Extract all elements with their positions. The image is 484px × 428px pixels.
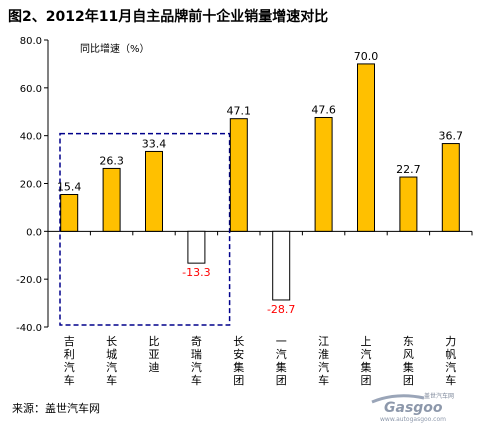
y-tick-label: -20.0 [16,275,42,286]
x-tick-label: 吉利汽车 [64,335,75,387]
bar [314,116,333,232]
bar [60,194,79,232]
data-label: 26.3 [99,154,124,167]
data-label: 36.7 [439,130,464,143]
bar [187,230,206,264]
svg-text:www.autogasgoo.com: www.autogasgoo.com [380,416,446,423]
data-label: 22.7 [396,163,421,176]
data-label: 47.6 [311,103,336,116]
source-note: 来源：盖世汽车网 [12,402,100,415]
bar [441,143,460,232]
data-label: -28.7 [267,303,295,316]
bar [229,118,248,232]
data-label: 33.4 [142,137,167,150]
y-tick-label: 0.0 [26,227,42,238]
x-tick-label: 长安集团 [233,335,244,387]
bar [145,150,163,232]
svg-text:Gasgoo: Gasgoo [384,400,443,416]
y-tick-label: 80.0 [20,36,42,47]
chart-title: 图2、2012年11月自主品牌前十企业销量增速对比 [8,9,329,25]
bar [102,167,121,232]
x-tick-label: 长城汽车 [106,335,117,387]
data-label: 70.0 [354,50,379,63]
data-label: 15.4 [57,181,82,194]
y-tick-label: 40.0 [20,132,42,143]
data-label: 47.1 [227,105,252,118]
bar [399,176,418,232]
category-labels: 吉利汽车 长城汽车 比亚迪 奇瑞汽车 长安集团 一汽集团 江淮汽车 上汽集团 东风集团 力帆汽车 [64,335,457,387]
x-tick-label: 一汽集团 [276,335,287,387]
x-tick-label: 力帆汽车 [445,335,456,387]
data-label: -13.3 [182,266,210,279]
y-tick-label: 60.0 [20,84,42,95]
y-tick-label: 20.0 [20,180,42,191]
bar [272,230,291,301]
gasgoo-logo: 盖世汽车网 Gasgoo www.autogasgoo.com [371,392,454,423]
x-tick-label: 东风集团 [403,335,414,387]
value-labels: 15.4 26.3 33.4 -13.3 47.1 -28.7 47.6 70.0 22.7 36… [57,50,463,316]
bar [357,63,375,232]
x-tick-label: 江淮汽车 [318,335,329,387]
svg-text:盖世汽车网: 盖世汽车网 [424,392,454,400]
y-tick-label: -40.0 [16,323,42,334]
x-tick-label: 比亚迪 [149,335,160,374]
y-axis-label: 同比增速（%） [80,42,150,55]
x-tick-label: 上汽集团 [361,335,372,387]
bars [60,63,460,301]
swoosh-icon [371,394,425,404]
x-tick-label: 奇瑞汽车 [191,335,202,387]
highlight-box [59,132,231,326]
